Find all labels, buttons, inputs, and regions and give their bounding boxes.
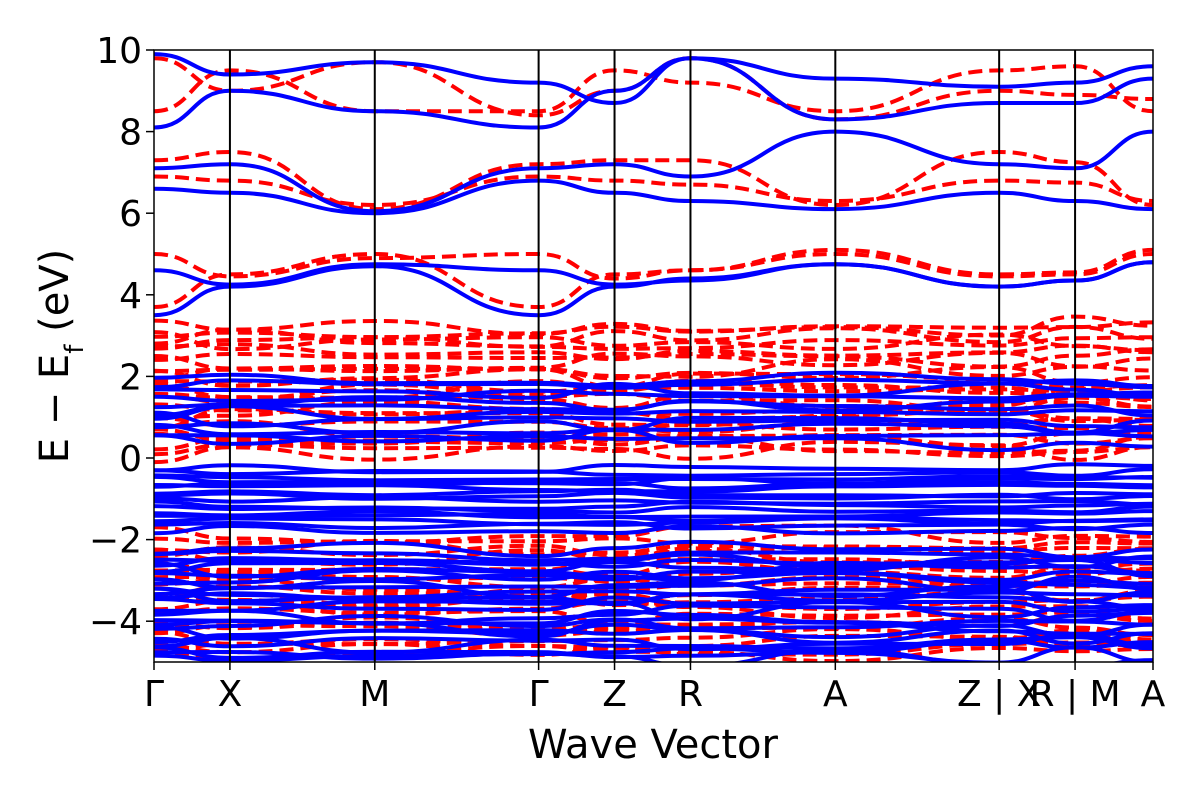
solid-band-line — [154, 178, 1153, 216]
solid-band-line — [154, 574, 1153, 594]
solid-band-line — [154, 52, 1153, 106]
x-tick-label: X — [218, 674, 243, 715]
solid-band-line — [154, 370, 1153, 390]
solid-band-line — [154, 560, 1153, 583]
x-axis-label: Wave Vector — [528, 722, 779, 768]
solid-band-line — [154, 520, 1153, 532]
solid-band-line — [154, 645, 1153, 662]
x-tick-label: Γ — [529, 674, 549, 715]
x-tick-label: Z | X — [957, 674, 1041, 715]
solid-band-line — [154, 479, 1153, 491]
solid-band-line — [154, 548, 1153, 563]
dashed-band-line — [154, 363, 1153, 385]
dashed-band-line — [154, 314, 1153, 338]
solid-band-line — [154, 586, 1153, 604]
y-tick-label: 4 — [119, 276, 142, 317]
dashed-band-line — [154, 523, 1153, 545]
solid-band-line — [154, 467, 1153, 478]
dashed-band-line — [154, 342, 1153, 362]
y-axis-ticks: −4 −2 0 2 4 6 8 10 — [89, 31, 154, 643]
solid-band-line — [154, 474, 1153, 487]
dashed-band-line — [154, 149, 1153, 212]
solid-band-line — [154, 415, 1153, 436]
dashed-band-line — [154, 430, 1153, 449]
x-axis-ticks: Γ X M Γ Z R A Z | XR | M A — [144, 662, 1166, 715]
solid-band-line — [154, 260, 1153, 289]
solid-band-line — [154, 632, 1153, 652]
dashed-band-line — [154, 251, 1153, 281]
y-tick-label: 8 — [119, 113, 142, 154]
solid-band-line — [154, 388, 1153, 403]
x-tick-label: R | M — [1030, 674, 1121, 715]
x-tick-label: A — [823, 674, 848, 715]
kpoint-lines — [228, 50, 1077, 662]
solid-band-line — [154, 511, 1153, 524]
solid-band-line — [154, 421, 1153, 439]
solid-band-line — [154, 578, 1153, 599]
solid-band-line — [154, 554, 1153, 574]
dashed-band-line — [154, 174, 1153, 208]
dashed-band-line — [154, 587, 1153, 608]
bands-group — [154, 52, 1153, 662]
solid-band-line — [154, 516, 1153, 527]
dashed-band-line — [154, 324, 1153, 349]
y-tick-label: 6 — [119, 194, 142, 235]
dashed-band-line — [154, 356, 1153, 379]
dashed-band-line — [154, 439, 1153, 462]
solid-band-line — [154, 129, 1153, 214]
solid-band-line — [154, 473, 1153, 483]
solid-band-line — [154, 404, 1153, 422]
x-tick-label: Z — [602, 674, 627, 715]
y-tick-label: 10 — [96, 31, 142, 72]
dashed-band-line — [154, 330, 1153, 353]
dashed-band-line — [154, 350, 1153, 374]
y-axis-label-main: E − E — [32, 354, 78, 464]
solid-band-line — [154, 377, 1153, 390]
y-axis-label: E − Ef (eV) — [32, 249, 90, 464]
y-axis-label-unit: (eV) — [32, 249, 78, 345]
solid-band-line — [154, 462, 1153, 475]
dashed-band-line — [154, 56, 1153, 122]
solid-band-line — [154, 635, 1153, 655]
x-tick-label: M — [359, 674, 390, 715]
solid-band-line — [154, 56, 1153, 130]
solid-band-line — [154, 539, 1153, 560]
solid-band-line — [154, 427, 1153, 446]
dashed-band-line — [154, 320, 1153, 340]
dashed-band-line — [154, 443, 1153, 465]
solid-band-line — [154, 499, 1153, 511]
solid-band-line — [154, 381, 1153, 400]
x-tick-label: Γ — [144, 674, 164, 715]
solid-band-line — [154, 410, 1153, 430]
solid-band-line — [154, 603, 1153, 626]
x-tick-label: R — [678, 674, 703, 715]
plot-frame — [153, 49, 1154, 663]
solid-band-line — [154, 523, 1153, 536]
dashed-band-line — [154, 598, 1153, 621]
x-tick-label: A — [1141, 674, 1166, 715]
y-axis-label-subscript: f — [60, 344, 90, 354]
y-tick-label: 0 — [119, 439, 142, 480]
solid-band-line — [154, 568, 1153, 586]
solid-band-line — [154, 495, 1153, 507]
y-tick-label: −4 — [89, 602, 142, 643]
y-tick-label: −2 — [89, 521, 142, 562]
solid-band-line — [154, 622, 1153, 641]
dashed-band-line — [154, 247, 1153, 310]
y-tick-label: 2 — [119, 357, 142, 398]
